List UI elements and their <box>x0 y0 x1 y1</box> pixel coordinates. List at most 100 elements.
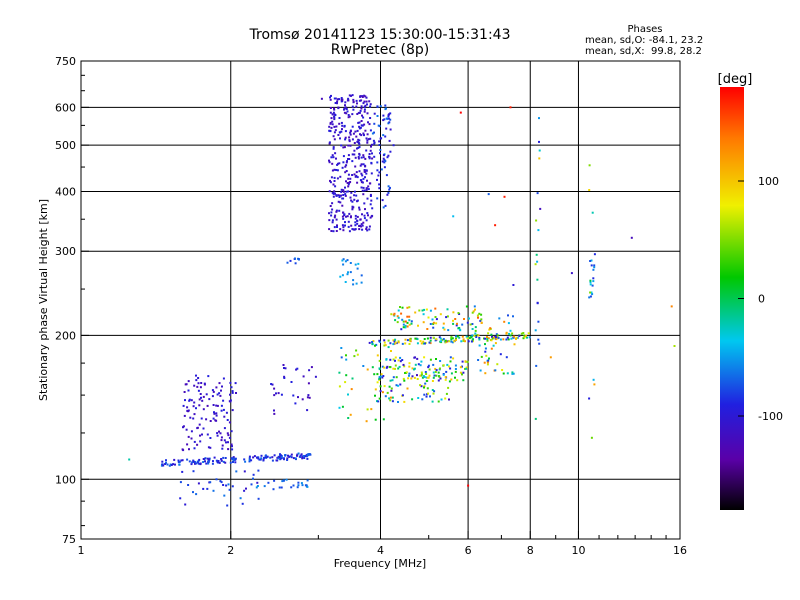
data-point <box>224 461 227 464</box>
data-point <box>403 400 406 403</box>
data-point <box>362 177 365 180</box>
axis-ticks: 1 2 4 6 8 10 16 75 100 200 300 400 500 600 750 <box>55 55 687 557</box>
colorbar-tick-label: 100 <box>758 175 779 188</box>
data-point <box>395 384 398 387</box>
data-point <box>360 223 363 226</box>
data-point <box>391 396 394 399</box>
data-point <box>366 112 369 115</box>
data-point <box>344 165 347 168</box>
data-point <box>259 458 262 461</box>
data-point <box>177 460 180 463</box>
data-point <box>331 221 334 224</box>
data-point <box>444 376 447 378</box>
data-point <box>591 284 594 287</box>
data-point <box>593 266 596 269</box>
data-point <box>394 359 396 362</box>
data-point <box>306 454 309 457</box>
data-point <box>408 362 411 365</box>
data-point <box>220 439 223 442</box>
data-point <box>352 283 355 286</box>
data-point <box>190 463 193 466</box>
data-point <box>348 158 351 160</box>
data-point <box>341 128 343 131</box>
data-point <box>128 458 131 461</box>
data-point <box>442 326 445 329</box>
data-point <box>512 284 515 286</box>
data-point <box>212 460 214 463</box>
data-point <box>474 329 477 332</box>
data-point <box>332 147 335 150</box>
data-point <box>522 337 525 340</box>
data-point <box>354 214 357 217</box>
data-point <box>378 377 381 380</box>
data-point <box>499 353 502 356</box>
data-point <box>336 177 339 180</box>
data-point <box>397 341 400 344</box>
x-tick-label: 2 <box>227 544 234 557</box>
data-point <box>202 458 205 460</box>
data-point <box>370 199 373 202</box>
data-point <box>342 229 345 232</box>
data-point <box>341 166 344 169</box>
data-point <box>298 455 301 458</box>
data-point <box>373 155 376 158</box>
data-point <box>435 358 437 360</box>
data-point <box>361 224 364 227</box>
data-point <box>339 175 342 178</box>
data-point <box>422 321 425 324</box>
data-point <box>365 219 368 222</box>
data-point <box>234 458 237 461</box>
data-point <box>536 260 539 263</box>
data-point <box>352 108 355 111</box>
data-point <box>329 129 332 132</box>
data-point <box>300 453 303 456</box>
data-point <box>286 459 289 461</box>
data-point <box>232 456 235 459</box>
data-point <box>280 454 282 457</box>
data-point <box>439 360 442 362</box>
data-point <box>511 371 514 374</box>
data-point <box>355 99 358 102</box>
data-point <box>461 360 464 363</box>
data-point <box>225 441 227 444</box>
data-point <box>495 338 498 341</box>
data-point <box>419 374 422 377</box>
data-point <box>333 125 336 128</box>
data-point <box>364 208 366 211</box>
data-point <box>486 336 488 339</box>
data-point <box>421 398 424 401</box>
data-point <box>273 412 276 415</box>
data-point <box>220 481 223 484</box>
data-point <box>294 457 297 460</box>
data-point <box>513 335 516 338</box>
data-point <box>223 427 226 430</box>
data-point <box>357 141 360 144</box>
colorbar-tick-label: -100 <box>758 410 783 423</box>
data-point <box>458 336 461 339</box>
data-point <box>590 264 593 267</box>
data-point <box>207 460 210 463</box>
data-point <box>305 484 308 487</box>
phases-heading: Phases <box>627 24 663 35</box>
data-point <box>340 356 343 359</box>
data-point <box>630 236 633 239</box>
data-point <box>193 440 196 443</box>
data-point <box>444 339 447 342</box>
data-point <box>419 364 422 367</box>
data-point <box>342 226 345 229</box>
data-point <box>466 360 469 363</box>
data-point <box>271 459 274 462</box>
data-point <box>355 282 358 285</box>
data-point <box>369 195 372 197</box>
data-point <box>364 95 367 98</box>
data-point <box>234 382 237 385</box>
data-point <box>370 145 372 148</box>
data-point <box>161 460 164 463</box>
data-point <box>422 375 425 378</box>
data-point <box>273 479 276 482</box>
data-point <box>340 194 342 197</box>
data-point <box>248 457 251 460</box>
data-point <box>338 195 341 197</box>
data-point <box>286 261 289 264</box>
